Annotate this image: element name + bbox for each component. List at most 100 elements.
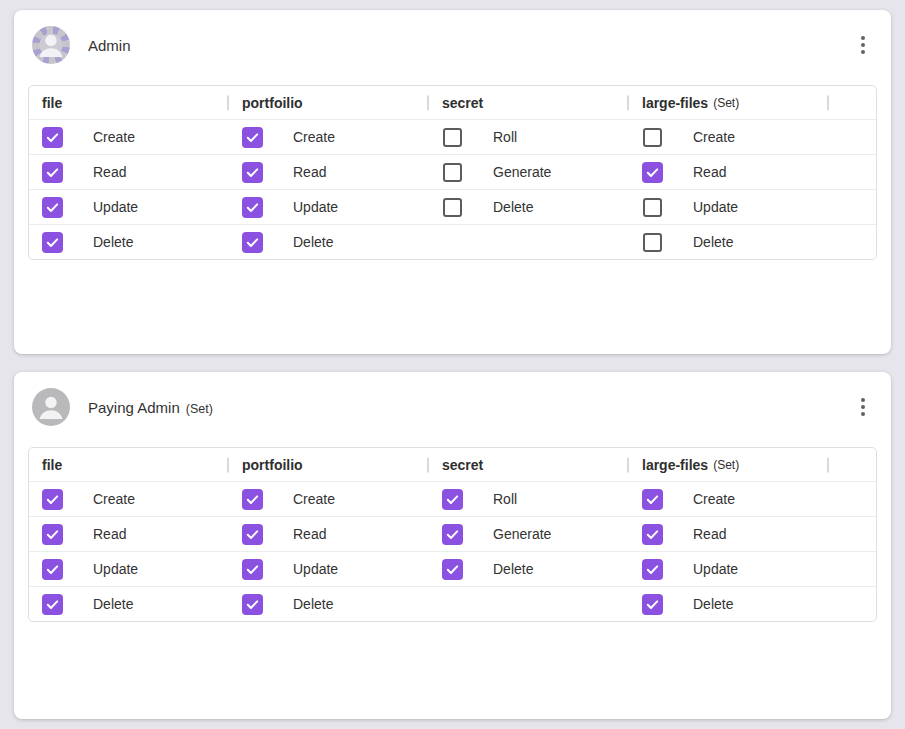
checkbox-checked-icon[interactable] bbox=[242, 232, 263, 253]
permission-label: Delete bbox=[693, 596, 733, 612]
checkbox-checked-icon[interactable] bbox=[42, 197, 63, 218]
permission-update-cell[interactable]: Update bbox=[29, 190, 229, 224]
checkbox-checked-icon[interactable] bbox=[42, 524, 63, 545]
permission-delete-cell[interactable]: Delete bbox=[429, 552, 629, 586]
checkbox-checked-icon[interactable] bbox=[242, 524, 263, 545]
permission-delete-cell[interactable]: Delete bbox=[429, 190, 629, 224]
permission-delete-cell[interactable]: Delete bbox=[629, 587, 829, 621]
permissions-table-row: Delete Delete Delete bbox=[29, 224, 876, 259]
kebab-vertical-icon[interactable] bbox=[855, 30, 871, 60]
permissions-table-header-row: fileportfoiliosecretlarge-files(Set) bbox=[29, 86, 876, 119]
permission-delete-cell[interactable]: Delete bbox=[29, 587, 229, 621]
role-card: Paying Admin(Set) fileportfoiliosecretlar… bbox=[14, 372, 891, 719]
checkbox-checked-icon[interactable] bbox=[642, 162, 663, 183]
checkbox-unchecked-icon[interactable] bbox=[443, 198, 462, 217]
role-title: Paying Admin(Set) bbox=[88, 399, 213, 416]
permission-delete-cell[interactable]: Delete bbox=[629, 225, 829, 259]
permission-label: Read bbox=[693, 164, 726, 180]
permission-create-cell[interactable]: Create bbox=[629, 120, 829, 154]
checkbox-unchecked-icon[interactable] bbox=[443, 128, 462, 147]
permission-label: Delete bbox=[493, 199, 533, 215]
permission-read-cell[interactable]: Read bbox=[629, 517, 829, 551]
checkbox-checked-icon[interactable] bbox=[642, 594, 663, 615]
checkbox-checked-icon[interactable] bbox=[242, 489, 263, 510]
column-header-file: file bbox=[29, 448, 229, 481]
permission-read-cell[interactable]: Read bbox=[629, 155, 829, 189]
permission-delete-cell[interactable]: Delete bbox=[29, 225, 229, 259]
kebab-vertical-icon[interactable] bbox=[855, 392, 871, 422]
checkbox-checked-icon[interactable] bbox=[642, 489, 663, 510]
permissions-table-header-row: fileportfoiliosecretlarge-files(Set) bbox=[29, 448, 876, 481]
permissions-table: fileportfoiliosecretlarge-files(Set)Crea… bbox=[28, 447, 877, 622]
permission-label: Read bbox=[293, 164, 326, 180]
role-title: Admin bbox=[88, 37, 131, 54]
patterned-person-avatar bbox=[32, 26, 70, 64]
checkbox-checked-icon[interactable] bbox=[642, 524, 663, 545]
permission-read-cell[interactable]: Read bbox=[229, 517, 429, 551]
permission-read-cell[interactable]: Read bbox=[29, 155, 229, 189]
permission-create-cell[interactable]: Create bbox=[229, 120, 429, 154]
checkbox-unchecked-icon[interactable] bbox=[643, 233, 662, 252]
checkbox-checked-icon[interactable] bbox=[42, 127, 63, 148]
permission-read-cell[interactable]: Read bbox=[29, 517, 229, 551]
permission-create-cell[interactable]: Create bbox=[229, 482, 429, 516]
permission-label: Delete bbox=[93, 234, 133, 250]
permission-label: Update bbox=[293, 561, 338, 577]
permission-label: Delete bbox=[693, 234, 733, 250]
checkbox-checked-icon[interactable] bbox=[442, 524, 463, 545]
permissions-table-row: Update Update Delete Update bbox=[29, 189, 876, 224]
permission-update-cell[interactable]: Update bbox=[229, 190, 429, 224]
checkbox-checked-icon[interactable] bbox=[42, 594, 63, 615]
column-header-label: secret bbox=[442, 457, 483, 473]
column-header-secret: secret bbox=[429, 86, 629, 119]
permission-label: Delete bbox=[493, 561, 533, 577]
permission-update-cell[interactable]: Update bbox=[629, 190, 829, 224]
permissions-table-row: Delete Delete Delete bbox=[29, 586, 876, 621]
permission-create-cell[interactable]: Create bbox=[629, 482, 829, 516]
checkbox-checked-icon[interactable] bbox=[242, 594, 263, 615]
permission-create-cell[interactable]: Create bbox=[29, 120, 229, 154]
column-header-label: file bbox=[42, 457, 62, 473]
checkbox-unchecked-icon[interactable] bbox=[443, 163, 462, 182]
checkbox-checked-icon[interactable] bbox=[42, 489, 63, 510]
checkbox-checked-icon[interactable] bbox=[242, 559, 263, 580]
checkbox-checked-icon[interactable] bbox=[642, 559, 663, 580]
column-header-label: large-files bbox=[642, 95, 708, 111]
checkbox-checked-icon[interactable] bbox=[42, 232, 63, 253]
column-header-suffix: (Set) bbox=[713, 96, 739, 110]
permission-roll-cell[interactable]: Roll bbox=[429, 482, 629, 516]
permissions-table-row: Update Update Delete Update bbox=[29, 551, 876, 586]
checkbox-checked-icon[interactable] bbox=[242, 127, 263, 148]
permission-label: Delete bbox=[293, 596, 333, 612]
permission-read-cell[interactable]: Read bbox=[229, 155, 429, 189]
permission-label: Roll bbox=[493, 129, 517, 145]
role-title-text: Paying Admin bbox=[88, 399, 180, 416]
checkbox-checked-icon[interactable] bbox=[42, 559, 63, 580]
permission-update-cell[interactable]: Update bbox=[629, 552, 829, 586]
checkbox-checked-icon[interactable] bbox=[242, 197, 263, 218]
permission-update-cell[interactable]: Update bbox=[229, 552, 429, 586]
empty-cell bbox=[429, 225, 629, 259]
checkbox-checked-icon[interactable] bbox=[442, 559, 463, 580]
permission-generate-cell[interactable]: Generate bbox=[429, 155, 629, 189]
permission-label: Create bbox=[93, 129, 135, 145]
checkbox-checked-icon[interactable] bbox=[442, 489, 463, 510]
permission-roll-cell[interactable]: Roll bbox=[429, 120, 629, 154]
permission-generate-cell[interactable]: Generate bbox=[429, 517, 629, 551]
checkbox-checked-icon[interactable] bbox=[42, 162, 63, 183]
permissions-table-row: Read Read Generate Read bbox=[29, 154, 876, 189]
permission-label: Update bbox=[293, 199, 338, 215]
permission-label: Update bbox=[693, 199, 738, 215]
permission-label: Create bbox=[693, 491, 735, 507]
permission-update-cell[interactable]: Update bbox=[29, 552, 229, 586]
checkbox-unchecked-icon[interactable] bbox=[643, 128, 662, 147]
column-header-secret: secret bbox=[429, 448, 629, 481]
permission-delete-cell[interactable]: Delete bbox=[229, 225, 429, 259]
permission-label: Read bbox=[693, 526, 726, 542]
permission-label: Update bbox=[93, 561, 138, 577]
permission-create-cell[interactable]: Create bbox=[29, 482, 229, 516]
checkbox-checked-icon[interactable] bbox=[242, 162, 263, 183]
permissions-table: fileportfoiliosecretlarge-files(Set)Crea… bbox=[28, 85, 877, 260]
permission-delete-cell[interactable]: Delete bbox=[229, 587, 429, 621]
checkbox-unchecked-icon[interactable] bbox=[643, 198, 662, 217]
